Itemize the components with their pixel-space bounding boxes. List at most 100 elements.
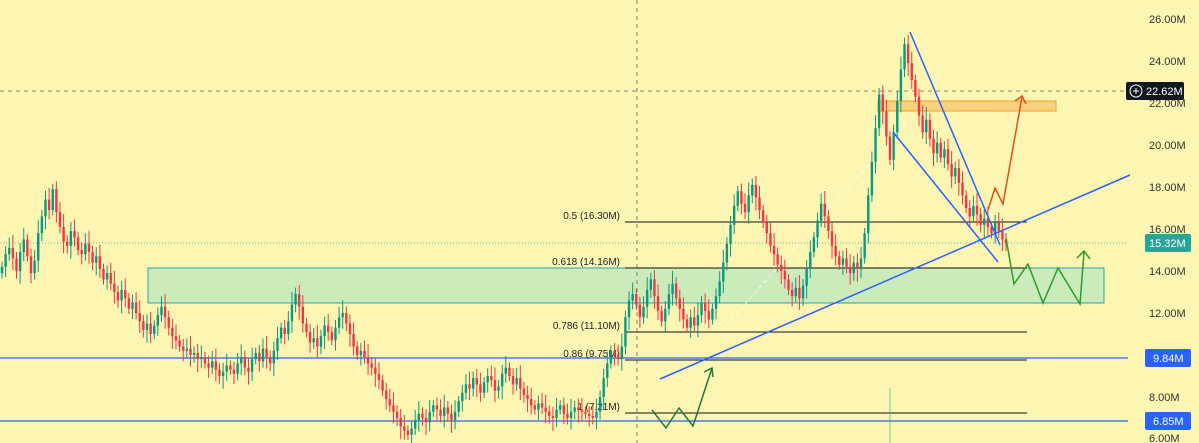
candle-body bbox=[859, 258, 863, 269]
crosshair-badge[interactable]: 22.62M bbox=[1126, 82, 1184, 100]
candle-body bbox=[580, 409, 584, 412]
candle-body bbox=[714, 296, 718, 309]
orange-projection[interactable] bbox=[987, 96, 1023, 211]
price-axis[interactable]: 26.00M 24.00M 22.00M 20.00M 18.00M 16.00… bbox=[1149, 14, 1186, 443]
green-arrowhead-right bbox=[1076, 249, 1091, 260]
candle-body bbox=[406, 430, 410, 435]
crosshair-badge-label: 22.62M bbox=[1146, 86, 1183, 98]
candle-body bbox=[287, 321, 290, 334]
candle-body bbox=[595, 411, 598, 418]
candle-body bbox=[638, 304, 642, 318]
candle-body bbox=[729, 224, 732, 244]
candle-body bbox=[40, 216, 44, 234]
fib-label-0-86: 0.86 (9.75M) bbox=[563, 349, 620, 360]
candle-body bbox=[957, 168, 961, 183]
candle-body bbox=[511, 376, 515, 385]
candle-body bbox=[225, 365, 228, 372]
candle-body bbox=[925, 119, 928, 133]
support-zone[interactable] bbox=[147, 267, 1105, 304]
candle-body bbox=[334, 327, 337, 341]
candle-body bbox=[37, 233, 40, 261]
candle-body bbox=[903, 44, 906, 70]
candle-body bbox=[693, 317, 696, 326]
candle-body bbox=[548, 411, 551, 416]
candle-body bbox=[881, 94, 884, 112]
candle-body bbox=[743, 203, 747, 213]
candle-body bbox=[758, 197, 761, 211]
candle-body bbox=[243, 357, 247, 368]
candle-body bbox=[613, 350, 616, 355]
candle-body bbox=[722, 262, 725, 282]
candle-body bbox=[316, 338, 319, 347]
wedge-lower-line[interactable] bbox=[892, 131, 999, 263]
candle-body bbox=[229, 365, 232, 370]
candle-body bbox=[522, 388, 526, 395]
candle-body bbox=[279, 327, 283, 339]
candle-body bbox=[983, 218, 986, 225]
candle-body bbox=[914, 79, 917, 97]
candle-body bbox=[946, 149, 950, 164]
candle-body bbox=[290, 304, 294, 322]
candle-body bbox=[196, 352, 199, 360]
fib-label-0-618: 0.618 (14.16M) bbox=[552, 257, 620, 268]
candle-body bbox=[540, 403, 544, 408]
candle-body bbox=[910, 63, 913, 80]
candle-body bbox=[471, 378, 475, 389]
candle-body bbox=[939, 142, 942, 158]
candle-body bbox=[732, 205, 736, 225]
candle-body bbox=[62, 226, 65, 242]
candle-body bbox=[403, 426, 406, 431]
candle-body bbox=[529, 399, 533, 406]
candle-body bbox=[58, 212, 62, 227]
candle-body bbox=[8, 247, 11, 255]
candle-body bbox=[823, 203, 826, 217]
candle-body bbox=[305, 323, 308, 332]
candle-body bbox=[232, 369, 236, 374]
candle-body bbox=[798, 287, 801, 299]
ascending-trendline[interactable] bbox=[659, 174, 1131, 380]
candle-body bbox=[780, 264, 783, 271]
candle-body bbox=[167, 317, 170, 328]
fib-retracement[interactable]: 0.5 (16.30M) 0.618 (14.16M) 0.786 (11.10… bbox=[552, 211, 1027, 414]
candle-body bbox=[990, 226, 993, 234]
candle-body bbox=[863, 233, 866, 259]
plus-circle-icon[interactable] bbox=[1129, 84, 1143, 98]
candle-body bbox=[664, 308, 667, 322]
candle-body bbox=[656, 296, 660, 311]
candle-body bbox=[392, 405, 395, 412]
y-tick-8: 8.00M bbox=[1149, 392, 1180, 404]
candle-body bbox=[55, 189, 58, 213]
wedge-upper-line[interactable] bbox=[909, 31, 1001, 246]
candle-body bbox=[950, 163, 953, 177]
candle-body bbox=[149, 323, 152, 334]
candle-body bbox=[892, 132, 895, 160]
candle-body bbox=[450, 413, 453, 421]
green-projection-right[interactable] bbox=[1005, 237, 1085, 307]
candle-body bbox=[381, 380, 384, 391]
candle-body bbox=[747, 195, 750, 213]
candle-body bbox=[337, 317, 341, 328]
candle-body bbox=[838, 256, 841, 265]
candle-body bbox=[809, 252, 812, 269]
candle-body bbox=[964, 195, 968, 208]
candle-body bbox=[519, 378, 522, 389]
candle-body bbox=[761, 210, 765, 223]
candle-body bbox=[424, 418, 428, 423]
green-projection-left[interactable] bbox=[651, 367, 713, 430]
candle-body bbox=[457, 401, 460, 412]
candle-body bbox=[453, 411, 457, 421]
candle-body bbox=[497, 386, 500, 391]
candle-body bbox=[192, 352, 196, 355]
candle-body bbox=[247, 367, 250, 372]
candle-body bbox=[696, 315, 700, 326]
candle-body bbox=[22, 239, 25, 253]
candle-body bbox=[888, 136, 892, 160]
resistance-zone[interactable] bbox=[877, 100, 1057, 112]
candle-body bbox=[624, 317, 627, 347]
candle-body bbox=[327, 325, 330, 332]
candle-body bbox=[569, 411, 573, 418]
candle-body bbox=[584, 411, 587, 414]
candle-body bbox=[555, 409, 558, 418]
candle-body bbox=[283, 327, 286, 334]
